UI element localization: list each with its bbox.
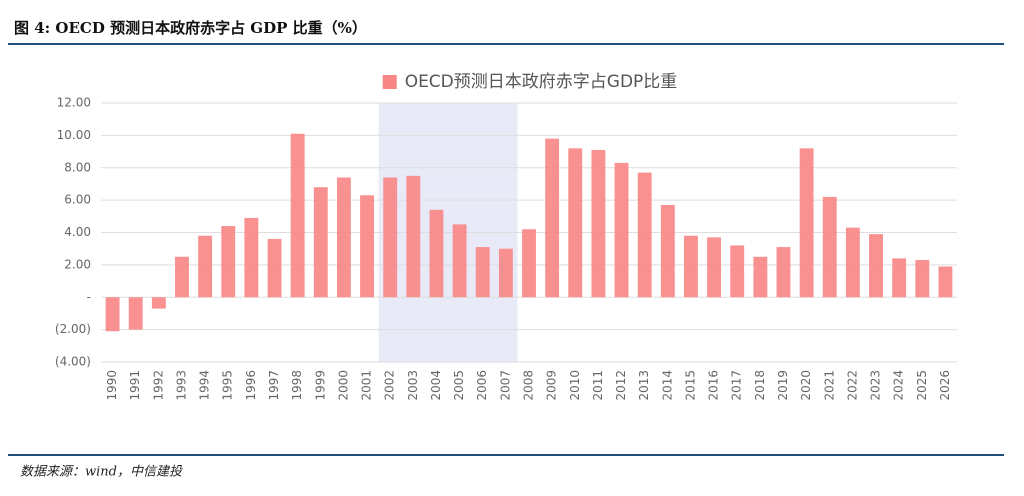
bar	[799, 148, 814, 298]
x-tick-label: 1999	[313, 370, 327, 401]
bar	[637, 172, 652, 298]
y-tick-label: 10.00	[57, 128, 91, 142]
bar	[406, 175, 421, 298]
x-tick-label: 2014	[660, 370, 674, 401]
bar	[383, 177, 398, 298]
bar	[730, 245, 745, 298]
bar	[915, 260, 930, 298]
x-tick-label: 2003	[406, 370, 420, 401]
x-tick-label: 2019	[776, 370, 790, 401]
bar	[707, 237, 722, 298]
y-tick-label: -	[87, 290, 91, 304]
bar	[568, 148, 583, 298]
x-tick-label: 2005	[452, 370, 466, 401]
x-tick-label: 2011	[591, 370, 605, 401]
y-tick-label: 2.00	[64, 257, 91, 271]
bar	[105, 297, 120, 332]
bar	[198, 235, 213, 298]
legend-swatch	[382, 75, 397, 89]
bar	[128, 297, 143, 330]
x-tick-label: 2008	[522, 370, 536, 401]
x-tick-label: 2024	[892, 370, 906, 401]
x-tick-label: 1998	[290, 370, 304, 401]
x-tick-label: 2025	[915, 370, 929, 401]
x-tick-label: 1997	[267, 370, 281, 401]
x-tick-label: 2004	[429, 370, 443, 401]
bar	[221, 226, 236, 298]
bar	[522, 229, 536, 298]
bar	[660, 204, 675, 298]
bar	[475, 247, 490, 298]
bar	[591, 149, 606, 298]
x-tick-label: 2001	[360, 370, 374, 401]
y-tick-label: 8.00	[64, 160, 91, 174]
y-tick-label: 6.00	[64, 193, 91, 207]
bar	[290, 133, 305, 298]
bar	[429, 209, 444, 298]
bar	[313, 187, 328, 298]
x-tick-label: 2002	[383, 370, 397, 401]
x-tick-label: 2022	[845, 370, 859, 401]
bar	[938, 266, 953, 298]
x-tick-label: 1992	[151, 370, 165, 401]
y-tick-label: (4.00)	[55, 355, 91, 369]
bar	[360, 195, 374, 298]
x-tick-label: 1993	[174, 370, 188, 401]
bar	[845, 227, 860, 298]
x-tick-label: 1990	[105, 370, 119, 401]
chart-title: 图 4: OECD 预测日本政府赤字占 GDP 比重（%）	[14, 19, 367, 37]
bar	[614, 162, 629, 298]
bar	[822, 196, 837, 298]
bar	[892, 258, 907, 298]
x-tick-label: 2018	[753, 370, 767, 401]
source-note: 数据来源：wind，中信建投	[20, 465, 183, 480]
x-tick-label: 2026	[938, 370, 952, 401]
bar	[753, 256, 768, 298]
y-tick-label: 4.00	[64, 225, 91, 239]
bar	[545, 138, 560, 298]
x-tick-label: 2015	[683, 370, 697, 401]
bar	[452, 224, 467, 298]
x-tick-label: 2013	[637, 370, 651, 401]
bar	[151, 297, 166, 309]
x-tick-label: 1996	[244, 370, 258, 401]
x-tick-label: 2009	[545, 370, 559, 401]
bar	[244, 217, 259, 298]
bar	[869, 234, 883, 298]
bar	[336, 177, 351, 298]
x-tick-label: 2020	[799, 370, 813, 401]
x-tick-label: 2000	[336, 370, 350, 401]
x-tick-label: 1995	[221, 370, 235, 401]
x-tick-label: 2016	[707, 370, 721, 401]
x-tick-label: 2023	[869, 370, 883, 401]
bar	[267, 238, 282, 298]
plot-area: (4.00) (2.00) - 2.00 4.00 6.00 8.00 10.00 12.00 1…	[55, 72, 957, 401]
y-tick-label: 12.00	[57, 96, 91, 110]
y-tick-label: (2.00)	[55, 322, 91, 336]
x-tick-label: 1994	[198, 370, 212, 401]
x-tick-label: 2021	[822, 370, 836, 401]
bar	[684, 235, 698, 298]
bar	[498, 248, 513, 298]
bar	[776, 247, 791, 298]
x-tick-label: 2012	[614, 370, 628, 401]
x-tick-label: 2006	[475, 370, 489, 401]
bar	[175, 256, 189, 298]
x-tick-label: 2007	[498, 370, 512, 401]
x-tick-label: 2010	[568, 370, 582, 401]
x-tick-label: 2017	[730, 370, 744, 401]
legend-label: OECD预测日本政府赤字占GDP比重	[405, 72, 678, 92]
x-tick-label: 1991	[128, 370, 142, 401]
